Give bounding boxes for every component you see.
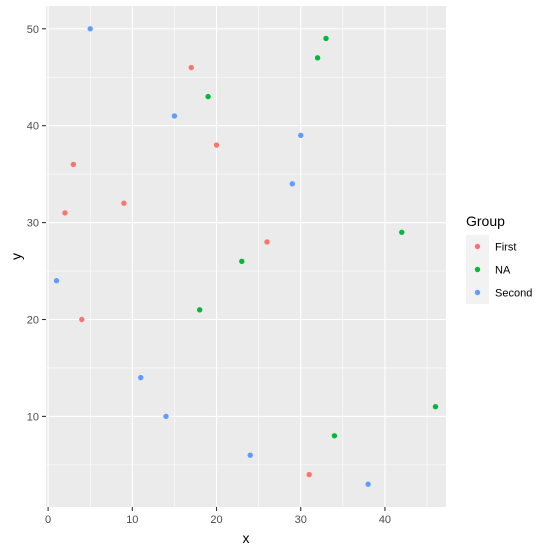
data-point bbox=[213, 142, 220, 148]
data-point bbox=[314, 55, 321, 61]
legend-key-point bbox=[474, 289, 481, 296]
y-tick-label: 50 bbox=[27, 24, 39, 36]
data-point bbox=[264, 239, 270, 245]
data-point bbox=[399, 229, 405, 235]
data-point bbox=[298, 132, 304, 139]
legend-label: Second bbox=[495, 288, 532, 300]
data-point bbox=[70, 161, 77, 168]
legend-title: Group bbox=[466, 213, 505, 229]
minor-gridlines bbox=[46, 6, 446, 507]
plot-panel bbox=[46, 6, 446, 507]
x-tick-label: 10 bbox=[126, 514, 138, 526]
major-gridlines bbox=[46, 6, 446, 507]
y-tick-label: 20 bbox=[27, 314, 39, 326]
x-tick-label: 40 bbox=[379, 514, 391, 526]
data-point bbox=[163, 413, 169, 420]
data-point bbox=[331, 433, 338, 439]
x-tick-label: 30 bbox=[295, 514, 307, 526]
data-point bbox=[62, 210, 68, 216]
data-point bbox=[432, 404, 439, 410]
legend-label: NA bbox=[495, 265, 511, 277]
data-point bbox=[171, 113, 178, 119]
data-point bbox=[247, 452, 253, 458]
data-point bbox=[196, 307, 203, 313]
data-point bbox=[138, 374, 144, 381]
x-tick-label: 0 bbox=[45, 514, 51, 526]
y-tick-label: 30 bbox=[27, 218, 39, 230]
data-point bbox=[306, 471, 312, 478]
y-tick-label: 10 bbox=[27, 411, 39, 423]
data-point bbox=[121, 200, 127, 206]
data-point bbox=[188, 64, 194, 71]
x-axis-title: x bbox=[243, 530, 250, 546]
data-point bbox=[87, 26, 93, 32]
y-tick-label: 40 bbox=[27, 121, 39, 133]
legend-key-point bbox=[474, 243, 481, 250]
data-point bbox=[79, 316, 85, 323]
data-points bbox=[53, 26, 439, 487]
data-point bbox=[205, 93, 211, 100]
x-tick-label: 20 bbox=[210, 514, 222, 526]
data-point bbox=[53, 278, 60, 284]
x-axis: 0 10 20 30 40 bbox=[45, 507, 391, 526]
y-axis: 10 20 30 40 50 bbox=[27, 24, 46, 423]
y-axis-title: y bbox=[8, 253, 24, 260]
data-point bbox=[239, 258, 245, 265]
data-point bbox=[323, 35, 329, 42]
legend: Group First NA Second bbox=[466, 213, 532, 304]
legend-label: First bbox=[495, 242, 516, 254]
data-point bbox=[289, 181, 296, 187]
data-point bbox=[365, 481, 371, 487]
legend-key-point bbox=[474, 266, 481, 273]
